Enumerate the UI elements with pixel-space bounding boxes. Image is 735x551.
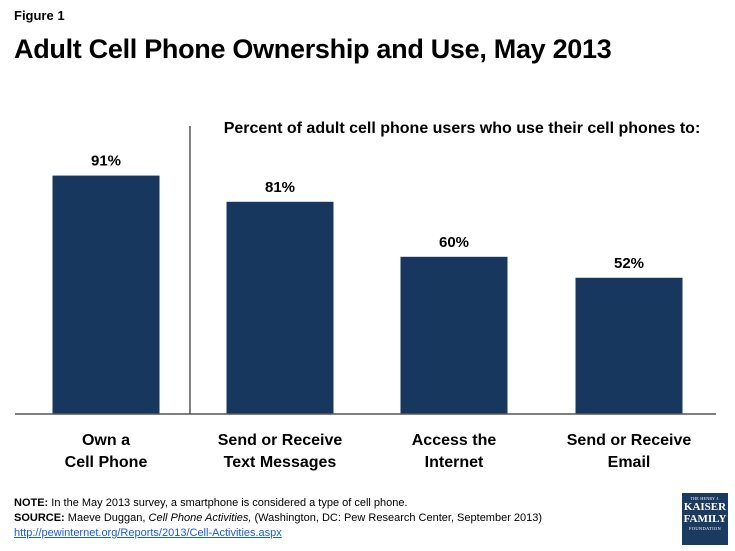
logo-line3: FAMILY xyxy=(683,513,727,525)
source-rest: (Washington, DC: Pew Research Center, Se… xyxy=(251,512,543,524)
footer: NOTE: In the May 2013 survey, a smartpho… xyxy=(14,496,542,541)
kff-logo: THE HENRY J. KAISER FAMILY FOUNDATION xyxy=(682,493,728,545)
data-label-2: 81% xyxy=(265,179,295,196)
data-label-1: 91% xyxy=(91,153,121,170)
figure-label: Figure 1 xyxy=(14,8,65,23)
bar-4 xyxy=(575,277,683,414)
data-label-4: 52% xyxy=(614,255,644,272)
chart-title: Adult Cell Phone Ownership and Use, May … xyxy=(14,34,612,64)
source-title: Cell Phone Activities, xyxy=(148,512,252,524)
note-line: NOTE: In the May 2013 survey, a smartpho… xyxy=(14,496,542,511)
note-label: NOTE: xyxy=(14,497,49,509)
category-label-4: Send or Receive Email xyxy=(567,432,692,471)
category-label-1: Own a Cell Phone xyxy=(65,432,148,471)
logo-line2: KAISER xyxy=(683,501,727,513)
logo-line4: FOUNDATION xyxy=(689,526,721,531)
bar-3 xyxy=(400,256,508,414)
category-label-2: Send or Receive Text Messages xyxy=(218,432,343,471)
note-text: In the May 2013 survey, a smartphone is … xyxy=(48,497,408,509)
logo-line1: THE HENRY J. xyxy=(690,496,720,501)
source-link[interactable]: http://pewinternet.org/Reports/2013/Cell… xyxy=(14,527,282,539)
source-label: SOURCE: xyxy=(14,512,65,524)
data-label-3: 60% xyxy=(439,234,469,251)
bar-2 xyxy=(226,201,334,414)
bar-chart: Percent of adult cell phone users who us… xyxy=(15,120,716,471)
bar-1 xyxy=(52,175,160,414)
chart-subtitle: Percent of adult cell phone users who us… xyxy=(224,120,701,137)
source-line: SOURCE: Maeve Duggan, Cell Phone Activit… xyxy=(14,511,542,526)
source-author: Maeve Duggan, xyxy=(64,512,149,524)
category-label-3: Access the Internet xyxy=(412,432,497,471)
